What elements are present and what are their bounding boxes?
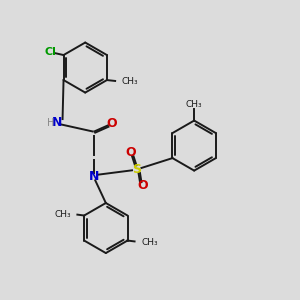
Text: O: O: [106, 117, 117, 130]
Text: O: O: [137, 179, 148, 192]
Text: CH₃: CH₃: [122, 77, 138, 86]
Text: CH₃: CH₃: [186, 100, 202, 109]
Text: N: N: [89, 170, 99, 183]
Text: N: N: [52, 116, 62, 128]
Text: CH₃: CH₃: [55, 209, 71, 218]
Text: S: S: [132, 163, 141, 176]
Text: O: O: [125, 146, 136, 159]
Text: CH₃: CH₃: [141, 238, 158, 247]
Text: H: H: [47, 118, 55, 128]
Text: Cl: Cl: [44, 47, 56, 57]
